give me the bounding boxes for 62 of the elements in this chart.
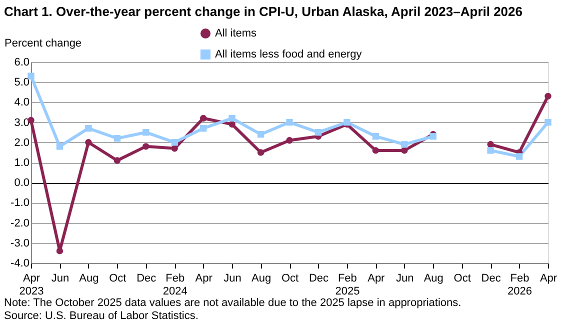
chart-title: Chart 1. Over-the-year percent change in CPI-U, Urban Alaska, April 2023–April 2026 <box>4 4 523 19</box>
y-tick-label: -3.0 <box>10 237 30 250</box>
point <box>200 124 207 132</box>
point <box>401 141 408 148</box>
point <box>114 157 121 164</box>
point <box>85 139 92 146</box>
point <box>142 143 150 150</box>
point <box>200 114 207 122</box>
point <box>257 149 264 156</box>
point <box>228 114 236 122</box>
y-tick-label: 1.0 <box>14 157 30 169</box>
y-tick-label: 5.0 <box>14 76 30 89</box>
point <box>487 141 494 148</box>
x-tick-label: Jun <box>224 272 242 284</box>
x-tick-label: Apr <box>368 272 386 284</box>
point <box>56 248 64 254</box>
point <box>28 72 34 80</box>
y-tick-label: -4.0 <box>10 258 30 270</box>
point <box>257 131 264 138</box>
point <box>85 124 92 132</box>
y-tick-label: -2.0 <box>10 217 30 230</box>
point <box>228 120 236 128</box>
point <box>516 153 523 160</box>
legend-label: All items <box>215 28 258 40</box>
point <box>487 147 494 154</box>
x-tick-label: Apr 2023 <box>19 272 44 298</box>
point <box>314 128 322 136</box>
x-tick-label: Jun <box>396 272 414 284</box>
point <box>286 137 293 144</box>
text: Note: The October 2025 data values are not available due to the 2025 lapse in appropriations. <box>4 297 462 309</box>
point <box>544 118 552 126</box>
y-tick-label: 4.0 <box>14 96 30 109</box>
legend-label: All items less food and energy <box>215 48 362 60</box>
x-tick-label: Feb 2024 <box>162 272 188 298</box>
point <box>544 92 552 100</box>
x-tick-label: Oct <box>109 272 126 284</box>
x-tick-label: Dec <box>481 272 502 284</box>
source-note: Source: U.S. Bureau of Labor Statistics. <box>4 310 198 322</box>
point <box>372 147 380 154</box>
point <box>171 139 178 146</box>
point <box>286 118 293 126</box>
x-tick-label: Oct <box>454 272 471 284</box>
x-tick-label: Dec <box>308 272 330 284</box>
x-tick-label: Feb 2026 <box>508 272 532 298</box>
x-tick-label: Feb 2025 <box>335 272 360 298</box>
y-tick-label: 0.0 <box>14 177 30 190</box>
point <box>142 128 150 136</box>
y-tick-label: 6.0 <box>14 56 30 68</box>
y-tick-label: -1.0 <box>10 197 30 210</box>
x-tick-label: Oct <box>281 272 299 284</box>
y-axis-title: Percent change <box>4 38 82 50</box>
x-tick-label: Dec <box>136 272 157 284</box>
point <box>114 135 121 142</box>
x-tick-label: Aug <box>251 272 272 284</box>
point <box>56 143 64 150</box>
x-tick-label: Apr <box>195 272 213 284</box>
x-tick-label: Aug <box>424 272 444 284</box>
x-tick-label: Apr <box>540 272 558 284</box>
x-tick-label: Jun <box>51 272 70 284</box>
point <box>372 133 380 140</box>
x-tick-label: Aug <box>79 272 99 284</box>
y-tick-label: 2.0 <box>14 136 30 149</box>
